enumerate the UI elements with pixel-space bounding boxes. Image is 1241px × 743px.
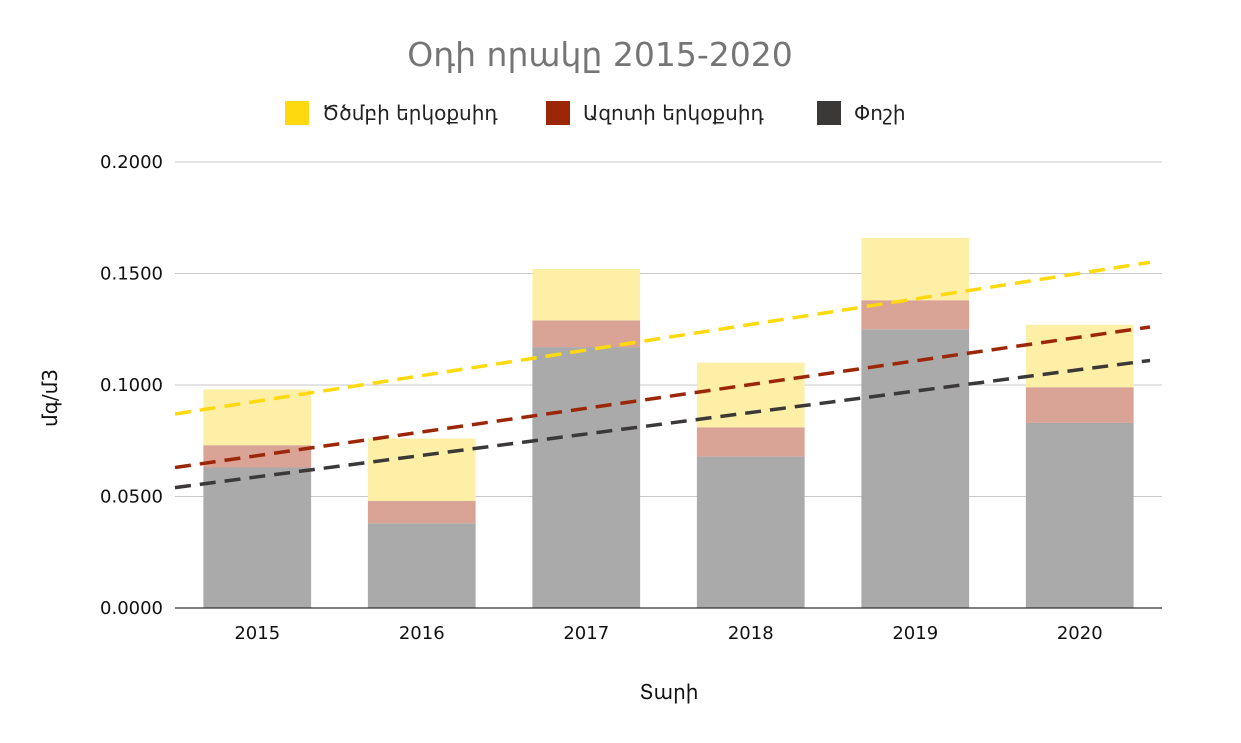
bar-segment [532,320,641,348]
grid [175,161,1162,497]
bar-segment [367,523,476,608]
legend-label: Փոշի [854,101,906,125]
bar-segment [203,389,312,446]
trendline [174,260,1151,416]
x-tick-label: 2016 [399,623,445,644]
bar-segment [696,427,805,457]
y-tick-label: 0.0000 [100,598,163,619]
bar-segment [532,347,641,608]
bar-segment [696,362,805,428]
y-tick-label: 0.1000 [100,375,163,396]
bar-segment [367,500,476,524]
legend-label: Ծծմբի երկօքսիդ [322,101,498,125]
bar-segment [861,237,970,301]
x-tick-label: 2017 [563,623,609,644]
legend-swatch [285,101,309,125]
y-tick-label: 0.0500 [100,487,163,508]
x-tick-label: 2020 [1057,623,1103,644]
y-axis: 0.0000 0.0500 0.1000 0.1500 0.2000 [100,152,163,619]
y-tick-label: 0.1500 [100,264,163,285]
x-axis: 2015 2016 2017 2018 2019 2020 [234,623,1102,644]
trendlines [174,260,1151,490]
bar-segment [696,456,805,608]
bar-segment [1025,324,1134,388]
legend-label: Ազոտի երկօքսիդ [583,101,764,125]
bar-segment [1025,387,1134,423]
bar-segment [861,329,970,608]
bars [203,237,1134,608]
y-axis-title: մգ/մ3 [38,369,62,427]
bar-segment [1025,422,1134,608]
legend: Ծծմբի երկօքսիդ Ազոտի երկօքսիդ Փոշի [285,101,906,125]
bar-segment [367,438,476,501]
x-tick-label: 2018 [728,623,774,644]
chart-title: Օդի որակը 2015-2020 [407,35,792,74]
trendline [174,358,1151,490]
trendline [174,325,1151,470]
x-tick-label: 2019 [892,623,938,644]
y-tick-label: 0.2000 [100,152,163,173]
bar-segment [532,269,641,321]
legend-swatch [817,101,841,125]
legend-swatch [546,101,570,125]
bar-segment [203,467,312,608]
x-axis-title: Տարի [640,680,699,704]
x-tick-label: 2015 [234,623,280,644]
